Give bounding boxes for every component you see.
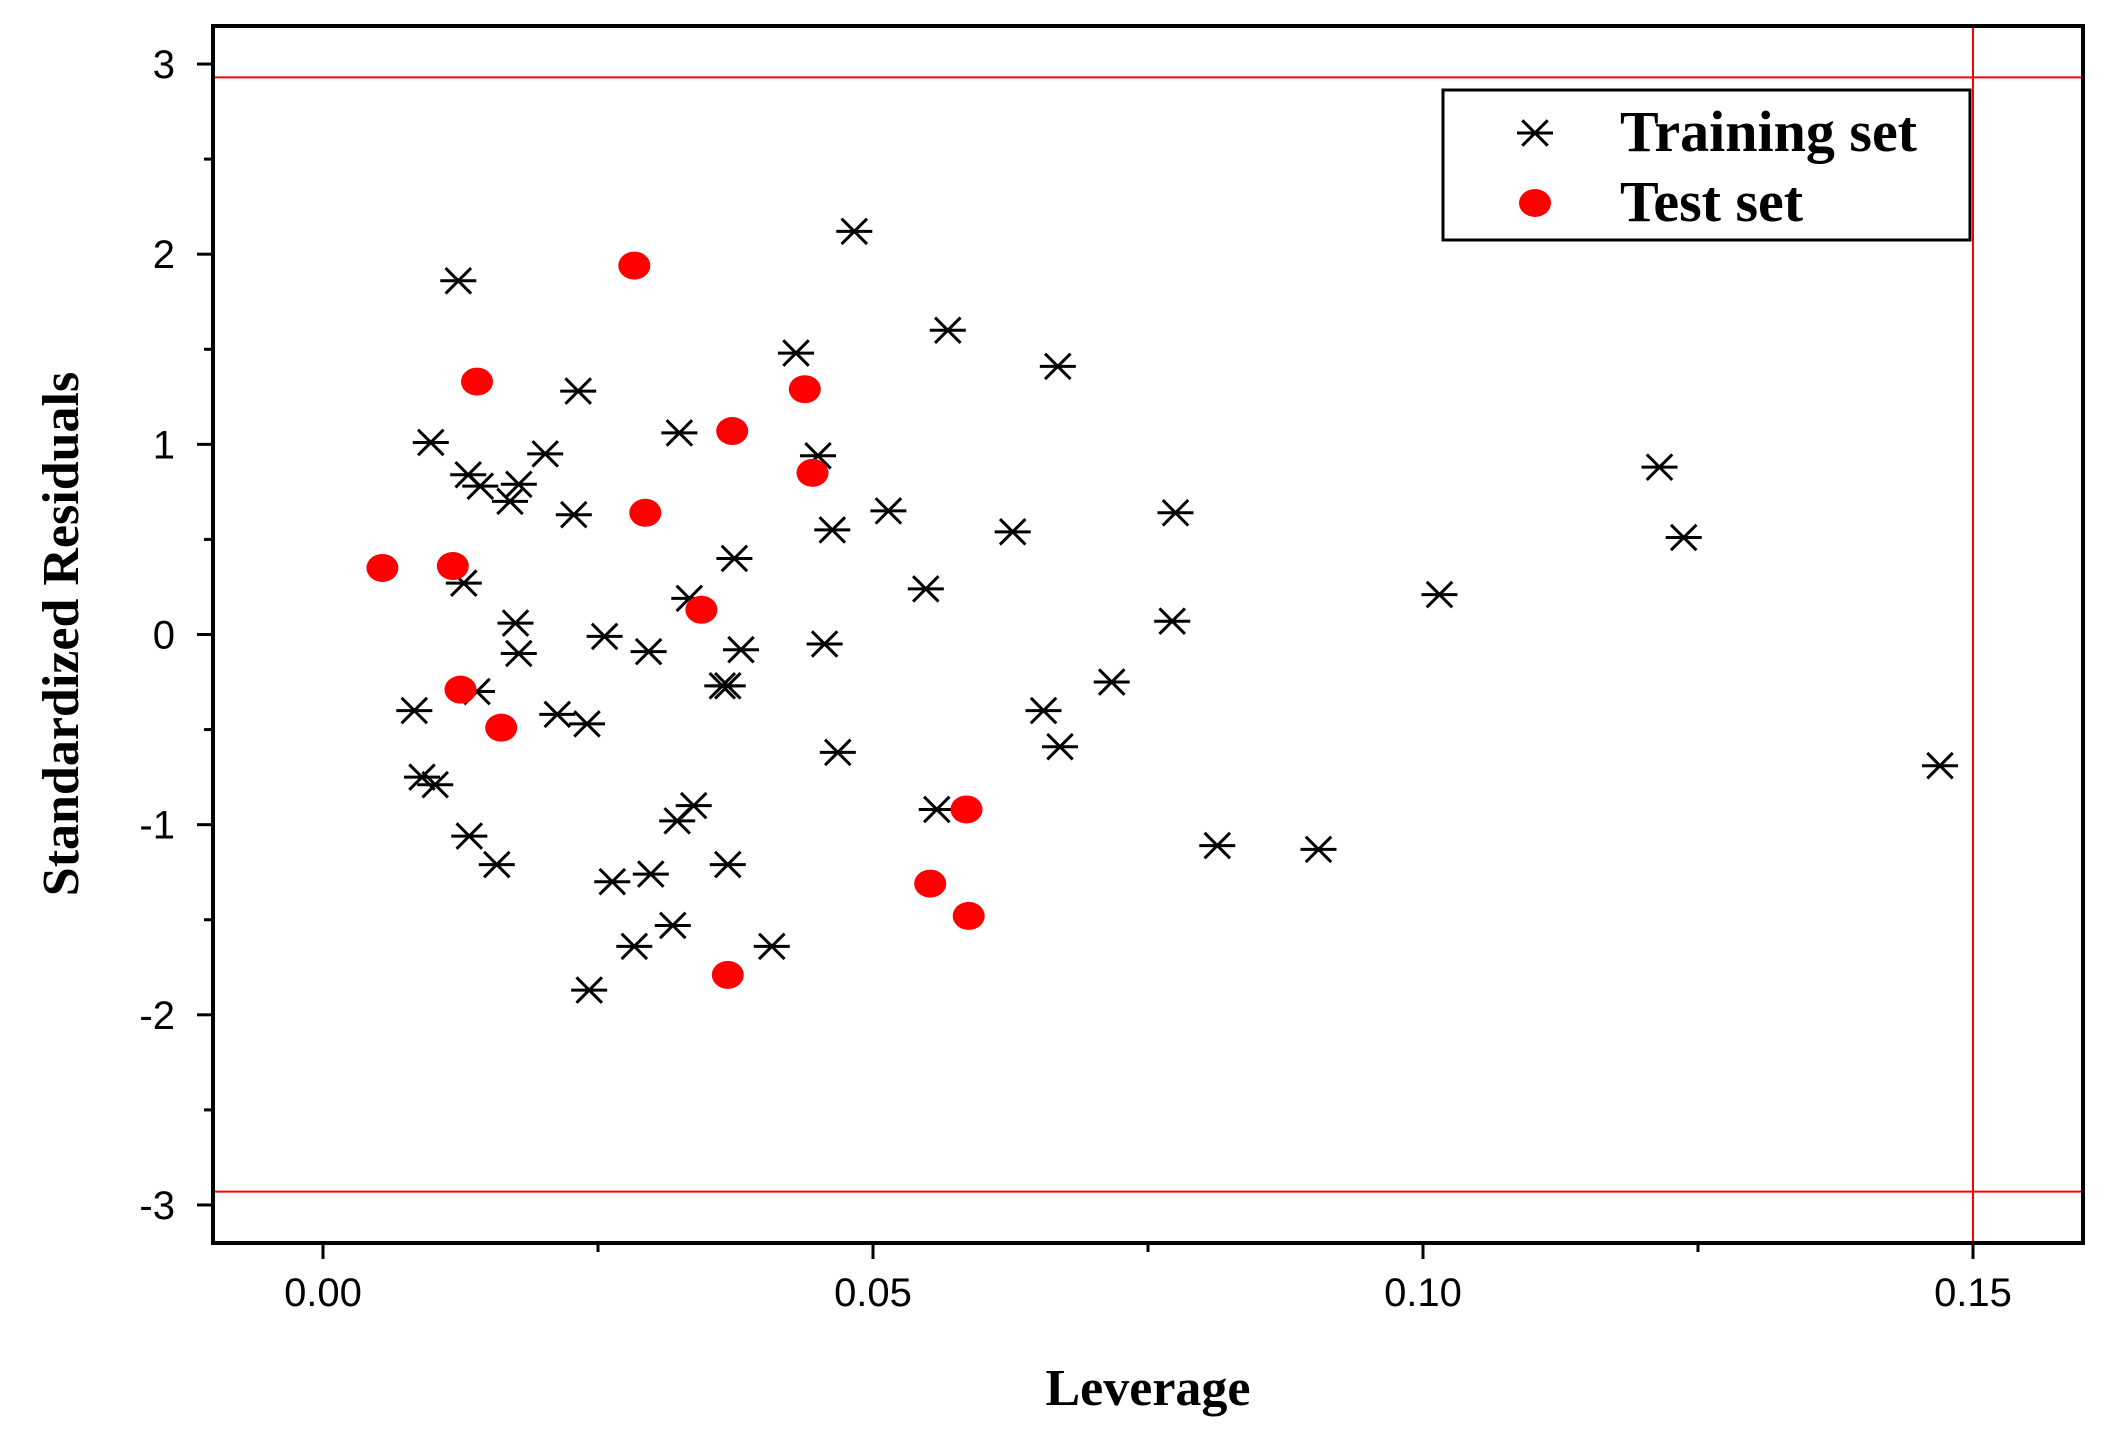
x-tick-label: 0.00 bbox=[284, 1271, 362, 1315]
training-point bbox=[451, 822, 488, 850]
test-point bbox=[716, 417, 749, 446]
training-point bbox=[555, 500, 592, 529]
y-tick-label: 0 bbox=[153, 614, 175, 658]
test-point bbox=[618, 251, 651, 280]
y-tick-label: 1 bbox=[153, 423, 175, 467]
test-point bbox=[950, 795, 983, 824]
training-point bbox=[1154, 607, 1191, 635]
test-point bbox=[485, 713, 518, 742]
training-point bbox=[661, 419, 698, 447]
training-point bbox=[709, 850, 746, 879]
training-point bbox=[586, 622, 623, 651]
test-point bbox=[436, 552, 469, 581]
training-point bbox=[1922, 751, 1958, 780]
x-axis-ticks: 0.00 0.05 0.10 0.15 bbox=[284, 1243, 2012, 1315]
training-point bbox=[616, 932, 653, 961]
legend-training-label: Training set bbox=[1620, 99, 1918, 164]
reference-lines bbox=[213, 26, 2083, 1243]
x-axis-title: Leverage bbox=[1045, 1360, 1250, 1417]
training-point bbox=[630, 637, 667, 666]
training-point bbox=[1042, 732, 1078, 761]
training-point bbox=[675, 791, 712, 820]
legend: Training set Test set bbox=[1441, 88, 1972, 242]
test-point bbox=[366, 553, 399, 582]
training-point bbox=[1199, 831, 1236, 860]
training-point bbox=[994, 518, 1031, 546]
test-point bbox=[685, 595, 718, 624]
training-point bbox=[918, 795, 955, 824]
training-point bbox=[412, 428, 449, 457]
y-axis-title: Standardized Residuals bbox=[33, 372, 90, 896]
legend-test-label: Test set bbox=[1620, 169, 1804, 234]
training-point bbox=[500, 639, 537, 668]
legend-training-marker bbox=[1517, 119, 1553, 147]
y-tick-label: -3 bbox=[139, 1184, 175, 1228]
training-point bbox=[569, 710, 605, 738]
test-point bbox=[461, 367, 493, 396]
training-point bbox=[723, 635, 759, 664]
training-point bbox=[654, 911, 691, 940]
training-point bbox=[814, 516, 851, 544]
training-point bbox=[497, 609, 534, 637]
training-point bbox=[870, 497, 907, 525]
training-point bbox=[560, 377, 597, 405]
training-point bbox=[1025, 696, 1062, 725]
training-point bbox=[1157, 499, 1194, 527]
training-point bbox=[836, 217, 873, 246]
training-point bbox=[500, 470, 537, 499]
y-tick-label: 3 bbox=[153, 43, 175, 87]
training-point bbox=[753, 932, 790, 961]
training-point bbox=[594, 867, 631, 896]
training-point bbox=[1665, 523, 1702, 552]
training-point bbox=[1039, 352, 1076, 381]
data-points bbox=[366, 217, 1958, 1004]
x-tick-label: 0.10 bbox=[1384, 1271, 1462, 1315]
x-tick-label: 0.05 bbox=[834, 1271, 912, 1315]
training-point bbox=[478, 850, 515, 879]
training-point bbox=[1641, 453, 1678, 481]
training-point bbox=[659, 807, 696, 835]
training-point bbox=[929, 316, 966, 345]
test-point bbox=[952, 901, 985, 930]
legend-training-symbol bbox=[1517, 119, 1553, 147]
training-point bbox=[492, 487, 528, 516]
y-tick-label: -2 bbox=[139, 994, 175, 1038]
x-tick-label: 0.15 bbox=[1934, 1271, 2012, 1315]
training-point bbox=[716, 544, 753, 573]
training-point bbox=[571, 976, 608, 1004]
test-point bbox=[444, 675, 477, 704]
training-point bbox=[819, 738, 856, 767]
training-point bbox=[1093, 668, 1130, 696]
y-tick-label: 2 bbox=[153, 233, 175, 277]
y-tick-label: -1 bbox=[139, 804, 175, 848]
training-point bbox=[709, 672, 746, 700]
legend-test-marker bbox=[1519, 189, 1551, 217]
training-point bbox=[462, 472, 499, 500]
training-point bbox=[440, 267, 477, 295]
test-point bbox=[796, 458, 829, 487]
legend-test-symbol bbox=[1519, 189, 1551, 217]
training-point bbox=[539, 700, 576, 729]
test-point bbox=[788, 375, 821, 404]
training-point bbox=[527, 440, 564, 468]
test-point bbox=[914, 869, 947, 898]
test-point bbox=[711, 960, 744, 989]
training-point bbox=[1421, 580, 1458, 609]
training-point bbox=[778, 339, 814, 367]
test-point bbox=[629, 498, 662, 527]
y-axis-ticks: -3 -2 -1 0 1 2 3 bbox=[139, 43, 213, 1228]
training-point bbox=[632, 860, 669, 888]
training-point bbox=[907, 575, 944, 603]
training-point bbox=[806, 630, 843, 658]
training-point bbox=[1300, 835, 1337, 864]
training-point bbox=[396, 696, 433, 725]
training-point bbox=[417, 770, 454, 799]
